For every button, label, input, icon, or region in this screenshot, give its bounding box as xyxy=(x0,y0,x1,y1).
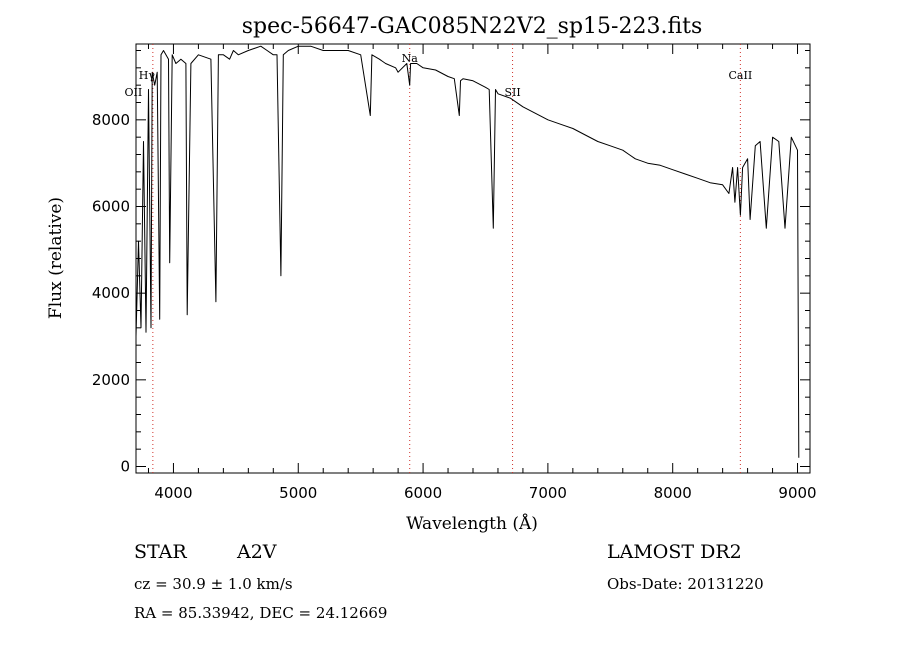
x-tick-label: 4000 xyxy=(154,484,192,502)
x-tick-label: 6000 xyxy=(404,484,442,502)
y-axis-label: Flux (relative) xyxy=(46,197,66,319)
redshift-label: cz = 30.9 ± 1.0 km/s xyxy=(134,575,293,593)
object-subclass: A2V xyxy=(237,541,277,563)
coordinates-label: RA = 85.33942, DEC = 24.12669 xyxy=(134,604,388,622)
line-annotation: SII xyxy=(504,86,520,99)
x-tick-label: 7000 xyxy=(529,484,567,502)
plot-frame xyxy=(135,43,811,474)
y-tick-label: 2000 xyxy=(92,371,130,389)
chart-title: spec-56647-GAC085N22V2_sp15-223.fits xyxy=(242,14,703,39)
line-annotation: Hγ xyxy=(139,69,156,82)
x-tick-label: 9000 xyxy=(778,484,816,502)
survey-label: LAMOST DR2 xyxy=(607,541,742,563)
x-tick-label: 8000 xyxy=(654,484,692,502)
object-type: STAR xyxy=(134,541,187,563)
x-axis-label: Wavelength (Å) xyxy=(406,513,538,534)
y-tick-label: 6000 xyxy=(92,198,130,216)
plot-area: 4000 5000 6000 7000 8000 9000 0 2000 4000 6000 800… xyxy=(92,43,817,502)
line-annotation: Na xyxy=(402,52,419,65)
line-annotation: CaII xyxy=(729,69,753,82)
obs-date-label: Obs-Date: 20131220 xyxy=(607,575,764,593)
line-annotation: OII xyxy=(125,86,143,99)
y-tick-label: 4000 xyxy=(92,284,130,302)
y-tick-label: 0 xyxy=(120,458,130,476)
x-tick-label: 5000 xyxy=(279,484,317,502)
y-tick-label: 8000 xyxy=(92,111,130,129)
spectrum-line xyxy=(135,45,800,458)
